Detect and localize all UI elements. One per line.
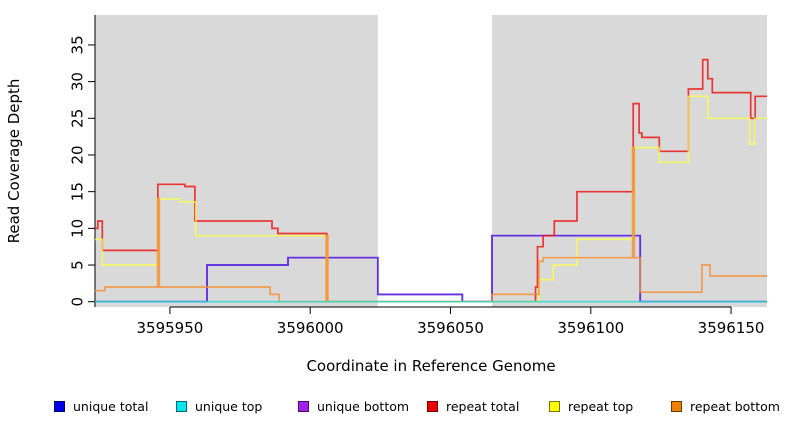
legend-label: unique bottom [317,398,410,414]
x-tick-label: 3596150 [698,319,765,337]
y-tick-label: 0 [69,297,87,307]
series-unique-bottom [95,234,767,303]
y-tick-label: 30 [69,72,87,91]
legend-label: repeat bottom [690,398,780,414]
legend-label: repeat top [568,398,634,414]
x-axis-title: Coordinate in Reference Genome [306,357,556,375]
legend-swatch-icon [176,400,187,412]
y-tick-label: 10 [69,219,87,238]
legend-item-repeat-bottom: repeat bottom [671,396,780,416]
legend-swatch-icon [549,400,560,412]
legend-item-repeat-top: repeat top [549,396,633,416]
legend-swatch-icon [427,400,438,412]
series-repeat-top [95,95,767,303]
legend-swatch-icon [671,400,682,412]
x-tick-label: 3596000 [277,319,344,337]
y-tick-label: 20 [69,145,87,164]
legend-label: repeat total [446,398,520,414]
series-repeat-total [95,58,767,303]
x-tick-label: 3595950 [137,319,204,337]
legend-item-unique-bottom: unique bottom [298,396,409,416]
x-tick-label: 3596100 [557,319,624,337]
legend-label: unique total [73,398,149,414]
y-tick-label: 35 [69,35,87,54]
y-tick-label: 25 [69,109,87,128]
legend-swatch-icon [54,400,65,412]
y-tick-label: 5 [69,260,87,270]
y-tick-label: 15 [69,182,87,201]
legend-item-repeat-total: repeat total [427,396,519,416]
series-repeat-bottom [95,146,767,303]
legend-label: unique top [195,398,263,414]
legend: unique total unique top unique bottom repea… [0,396,792,420]
x-tick-label: 3596050 [417,319,484,337]
coverage-gap-region [377,15,493,307]
legend-swatch-icon [298,400,309,412]
y-axis-title: Read Coverage Depth [5,78,23,244]
legend-item-unique-top: unique top [176,396,262,416]
legend-item-unique-total: unique total [54,396,148,416]
